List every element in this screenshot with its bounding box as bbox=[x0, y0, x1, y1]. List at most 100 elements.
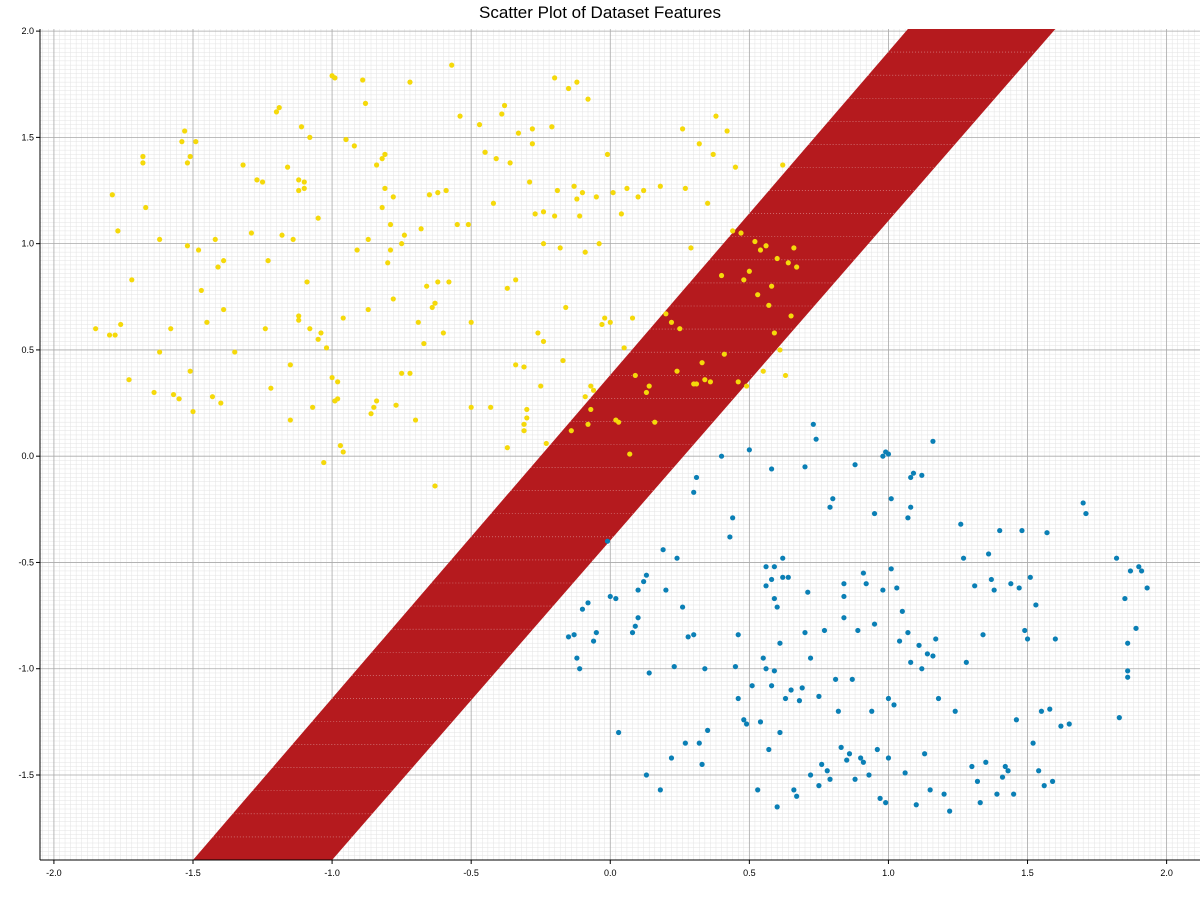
data-point-blue bbox=[905, 629, 911, 636]
data-point-blue bbox=[780, 555, 786, 561]
data-point-yellow bbox=[276, 105, 282, 111]
data-point-yellow bbox=[182, 128, 188, 134]
data-point-blue bbox=[1083, 510, 1089, 517]
data-point-yellow bbox=[93, 326, 99, 332]
data-point-blue bbox=[1044, 530, 1050, 536]
data-point-yellow bbox=[738, 230, 744, 236]
data-point-blue bbox=[1049, 778, 1056, 784]
data-point-yellow bbox=[287, 362, 293, 368]
y-tick-label: 2.0 bbox=[21, 26, 34, 36]
data-point-yellow bbox=[540, 241, 547, 247]
data-point-blue bbox=[985, 551, 992, 557]
data-point-yellow bbox=[707, 379, 714, 385]
data-point-blue bbox=[780, 574, 786, 580]
data-point-yellow bbox=[746, 268, 752, 274]
data-point-blue bbox=[660, 547, 666, 553]
data-point-yellow bbox=[304, 279, 310, 285]
data-point-blue bbox=[679, 604, 686, 610]
data-point-blue bbox=[877, 795, 883, 801]
data-point-yellow bbox=[524, 406, 530, 413]
data-point-yellow bbox=[682, 185, 688, 191]
data-point-yellow bbox=[318, 330, 324, 336]
data-point-blue bbox=[810, 421, 816, 427]
data-point-yellow bbox=[446, 279, 452, 285]
data-point-yellow bbox=[301, 185, 307, 191]
data-point-yellow bbox=[340, 315, 346, 321]
data-point-yellow bbox=[220, 306, 227, 313]
data-point-yellow bbox=[643, 389, 650, 396]
data-point-blue bbox=[983, 759, 989, 765]
data-point-yellow bbox=[526, 179, 533, 185]
data-point-blue bbox=[585, 600, 591, 606]
data-point-yellow bbox=[579, 190, 586, 196]
data-point-yellow bbox=[426, 192, 433, 198]
data-point-yellow bbox=[504, 285, 510, 291]
y-tick-label: 1.5 bbox=[21, 132, 34, 142]
data-point-yellow bbox=[543, 440, 549, 447]
data-point-blue bbox=[1024, 636, 1031, 642]
data-point-blue bbox=[860, 570, 867, 576]
data-point-yellow bbox=[552, 75, 558, 81]
data-point-blue bbox=[1047, 706, 1053, 712]
data-point-yellow bbox=[507, 160, 513, 166]
data-point-yellow bbox=[412, 417, 419, 423]
data-point-blue bbox=[730, 515, 736, 521]
data-point-yellow bbox=[140, 153, 146, 160]
data-point-yellow bbox=[515, 130, 522, 136]
data-point-yellow bbox=[529, 141, 535, 147]
data-point-blue bbox=[746, 447, 752, 453]
data-point-yellow bbox=[565, 85, 572, 92]
data-point-yellow bbox=[449, 62, 455, 68]
data-point-yellow bbox=[652, 419, 658, 425]
data-point-blue bbox=[577, 666, 583, 672]
data-point-yellow bbox=[538, 383, 544, 389]
data-point-yellow bbox=[337, 442, 344, 449]
data-point-blue bbox=[732, 663, 739, 670]
data-point-yellow bbox=[785, 260, 791, 266]
data-point-blue bbox=[1008, 581, 1014, 587]
data-point-yellow bbox=[232, 349, 238, 355]
data-point-yellow bbox=[351, 143, 357, 149]
data-point-yellow bbox=[699, 360, 705, 366]
chart-title: Scatter Plot of Dataset Features bbox=[479, 3, 721, 22]
data-point-yellow bbox=[195, 247, 202, 253]
data-point-yellow bbox=[390, 296, 396, 302]
data-point-yellow bbox=[710, 151, 716, 157]
data-point-blue bbox=[794, 793, 800, 799]
data-point-blue bbox=[799, 685, 805, 691]
data-point-yellow bbox=[596, 241, 602, 247]
data-point-blue bbox=[855, 627, 861, 634]
data-point-yellow bbox=[315, 215, 321, 221]
data-point-blue bbox=[880, 587, 886, 593]
data-point-yellow bbox=[632, 372, 638, 379]
x-tick-label: -2.0 bbox=[46, 868, 62, 878]
data-point-yellow bbox=[554, 187, 561, 194]
data-point-yellow bbox=[151, 389, 157, 396]
data-point-yellow bbox=[457, 113, 463, 119]
data-point-blue bbox=[988, 576, 994, 583]
data-point-yellow bbox=[301, 179, 307, 185]
data-point-blue bbox=[1036, 768, 1042, 774]
data-point-blue bbox=[685, 634, 691, 640]
y-tick-label: -0.5 bbox=[18, 557, 34, 567]
data-point-blue bbox=[1127, 568, 1134, 574]
data-point-yellow bbox=[782, 372, 789, 379]
data-point-blue bbox=[933, 636, 939, 642]
data-point-yellow bbox=[390, 194, 396, 200]
data-point-yellow bbox=[393, 402, 399, 408]
data-point-yellow bbox=[521, 364, 527, 370]
data-point-blue bbox=[963, 659, 969, 665]
data-point-yellow bbox=[407, 370, 413, 376]
data-point-blue bbox=[930, 438, 936, 444]
data-point-yellow bbox=[557, 245, 563, 251]
data-point-yellow bbox=[488, 404, 494, 410]
data-point-blue bbox=[771, 668, 777, 674]
data-point-blue bbox=[997, 527, 1003, 534]
data-point-yellow bbox=[432, 483, 438, 489]
data-point-yellow bbox=[373, 162, 380, 168]
data-point-yellow bbox=[713, 113, 719, 119]
data-point-yellow bbox=[593, 194, 599, 200]
data-point-yellow bbox=[279, 232, 285, 238]
data-point-blue bbox=[807, 772, 814, 778]
